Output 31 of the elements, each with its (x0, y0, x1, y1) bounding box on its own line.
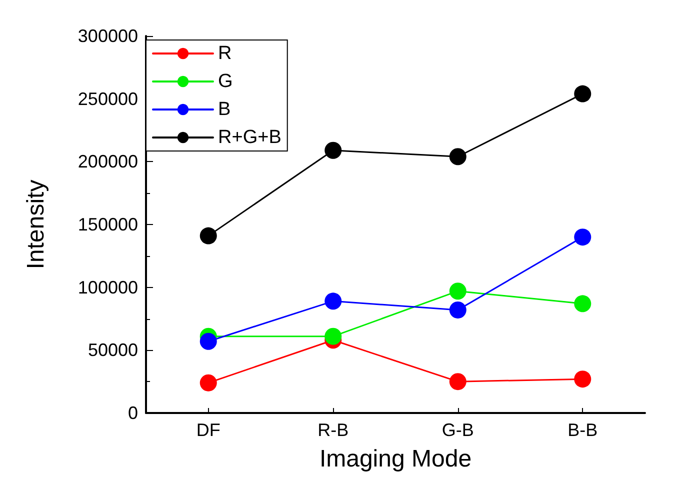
point (324, 328, 342, 345)
x-axis-title: Imaging Mode (319, 446, 472, 472)
point (200, 374, 217, 392)
point (449, 148, 466, 166)
y-tick-label: 200000 (78, 152, 138, 172)
x-tick-label: DF (196, 420, 220, 440)
point (324, 142, 342, 159)
legend-label: B (218, 99, 231, 120)
legend-label: R+G+B (218, 127, 282, 148)
y-tick-label: 50000 (88, 340, 138, 360)
point (200, 332, 217, 350)
point (574, 228, 592, 246)
point (574, 370, 592, 388)
legend-label: G (218, 71, 233, 92)
y-axis-title: Intensity (22, 180, 50, 270)
point (449, 373, 466, 390)
y-tick-label: 300000 (78, 26, 138, 46)
legend-label: R (218, 43, 232, 64)
y-tick-label: 250000 (78, 88, 138, 109)
y-tick-label: 0 (128, 403, 138, 423)
y-tick-label: 100000 (78, 277, 138, 298)
point (449, 301, 466, 318)
point (574, 295, 592, 312)
x-tick-label: G-B (442, 420, 474, 440)
point (324, 292, 342, 310)
point (574, 85, 592, 102)
y-tick-label: 150000 (78, 214, 138, 234)
x-tick-label: R-B (318, 420, 349, 440)
x-tick-label: B-B (568, 420, 598, 440)
point (200, 227, 217, 244)
point (449, 282, 466, 300)
